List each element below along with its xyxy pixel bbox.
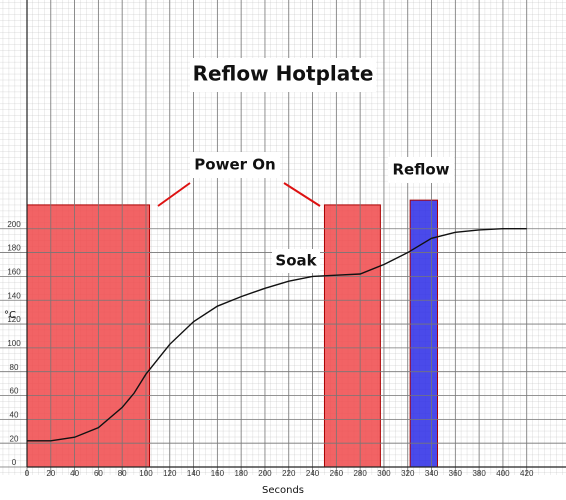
x-tick-label: 340 [425,469,439,478]
x-tick-label: 320 [401,469,415,478]
x-tick-label: 100 [139,469,153,478]
y-tick-label: 160 [7,267,21,276]
x-tick-label: 380 [472,469,486,478]
label-box [272,249,320,273]
x-tick-label: 0 [25,469,30,478]
y-tick-label: 200 [7,220,21,229]
chart-title: Reflow Hotplate [193,62,374,86]
x-tick-label: 60 [94,469,103,478]
label-box [388,157,454,183]
x-tick-label: 160 [211,469,225,478]
label-box [190,152,280,178]
shaded-region [323,204,381,468]
y-tick-label: 100 [7,339,21,348]
x-tick-label: 260 [330,469,344,478]
x-tick-label: 280 [353,469,367,478]
x-tick-label: 140 [187,469,201,478]
annotation: Power On [194,156,275,174]
y-tick-label: 20 [10,434,19,443]
title-box [190,58,376,92]
x-tick-label: 220 [282,469,296,478]
pointer [157,182,191,207]
annotation: Soak [275,252,317,270]
annotation: Reflow [392,161,449,179]
x-tick-label: 80 [118,469,127,478]
y-tick-label: 0 [12,458,17,467]
y-tick-label: 180 [7,244,21,253]
x-tick-label: 240 [306,469,320,478]
x-tick-label: 300 [377,469,391,478]
y-tick-label: 60 [10,387,19,396]
y-tick-label: 140 [7,291,21,300]
y-tick-label: 80 [10,363,19,372]
x-tick-label: 420 [520,469,534,478]
shaded-region [26,204,151,468]
y-tick-label: 40 [10,410,19,419]
x-tick-label: 20 [46,469,55,478]
x-tick-label: 180 [234,469,248,478]
x-tick-label: 200 [258,469,272,478]
x-tick-label: 40 [70,469,79,478]
x-tick-label: 120 [163,469,177,478]
x-tick-label: 360 [449,469,463,478]
pointer [283,182,321,207]
y-tick-label: 120 [7,315,21,324]
y-axis-label: °C [4,310,16,321]
x-tick-label: 400 [496,469,510,478]
data-line [27,228,527,442]
shaded-region [409,199,438,468]
x-axis-label: Seconds [262,485,304,496]
